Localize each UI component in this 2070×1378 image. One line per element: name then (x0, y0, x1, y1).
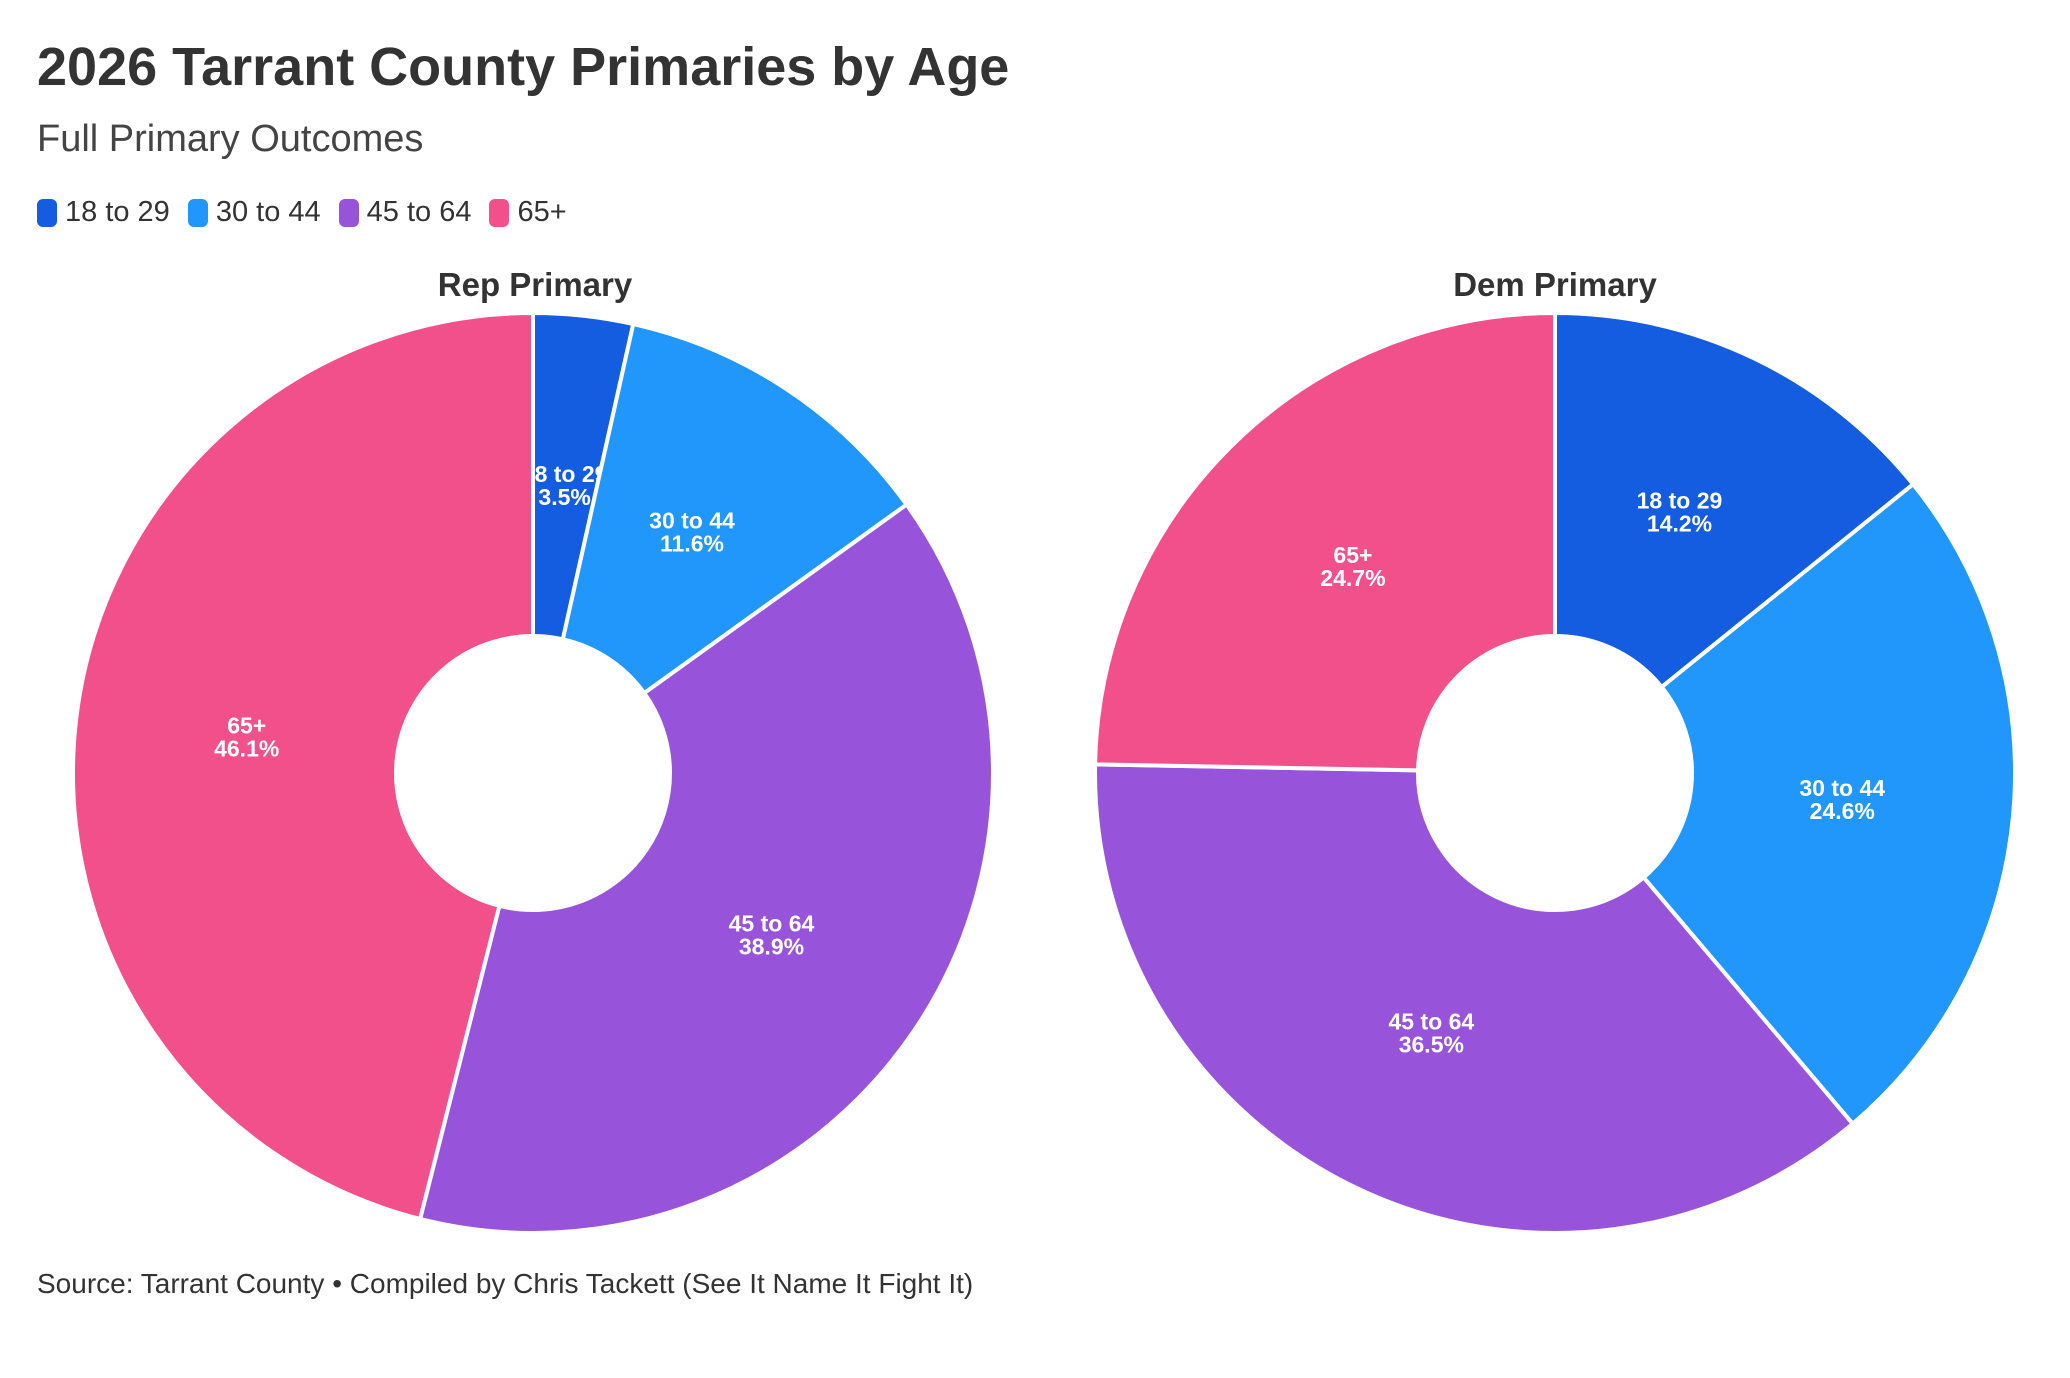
legend-item-45-to-64[interactable]: 45 to 64 (338, 196, 472, 229)
rep-slice-label-30-to-44: 30 to 44 (649, 507, 735, 533)
rep-slice-30-to-44[interactable] (560, 322, 909, 696)
dem-slice-45-to-64[interactable] (1093, 762, 1855, 1235)
rep-slice-value-45-to-64: 38.9% (739, 933, 804, 959)
dem-slice-value-65-plus: 24.7% (1320, 565, 1385, 591)
legend-item-30-to-44[interactable]: 30 to 44 (187, 196, 321, 229)
rep-slice-label-45-to-64: 45 to 64 (729, 910, 815, 936)
rep-slice-value-18-to-29: 3.5% (538, 484, 590, 510)
legend-label: 65+ (517, 196, 567, 228)
dem-slice-30-to-44[interactable] (1641, 482, 2017, 1126)
rep-slice-label-65-plus: 65+ (227, 712, 266, 738)
rep-slice-value-30-to-44: 11.6% (660, 530, 724, 556)
rep-slice-label-18-to-29: 18 to 29 (522, 461, 608, 487)
dem-slice-18-to-29[interactable] (1553, 311, 1916, 690)
dem-slice-value-45-to-64: 36.5% (1399, 1032, 1464, 1058)
dem-slice-label-18-to-29: 18 to 29 (1637, 488, 1723, 514)
rep-slice-45-to-64[interactable] (418, 502, 995, 1235)
source-note: Source: Tarrant County • Compiled by Chr… (37, 1268, 974, 1299)
chart-title: 2026 Tarrant County Primaries by Age (37, 37, 1010, 97)
legend: 18 to 29 30 to 44 45 to 64 65+ (37, 196, 567, 229)
dem-slice-value-18-to-29: 14.2% (1647, 511, 1712, 537)
legend-item-65-plus[interactable]: 65+ (489, 196, 567, 229)
legend-item-18-to-29[interactable]: 18 to 29 (37, 196, 170, 229)
legend-swatch (37, 198, 57, 227)
dem-slice-label-30-to-44: 30 to 44 (1799, 775, 1885, 801)
dem-slice-65-plus[interactable] (1093, 311, 1557, 773)
legend-label: 45 to 64 (366, 196, 472, 228)
rep-primary-title: Rep Primary (437, 266, 633, 303)
legend-label: 30 to 44 (215, 196, 321, 228)
legend-swatch (187, 198, 208, 227)
rep-slice-value-65-plus: 46.1% (214, 735, 279, 761)
chart-subtitle: Full Primary Outcomes (37, 118, 424, 160)
legend-label: 18 to 29 (65, 196, 170, 228)
legend-swatch (338, 198, 359, 227)
dem-slice-label-65-plus: 65+ (1333, 542, 1372, 568)
dem-slice-label-45-to-64: 45 to 64 (1389, 1009, 1475, 1035)
legend-swatch (489, 198, 510, 227)
dem-slice-value-30-to-44: 24.6% (1810, 798, 1875, 824)
dem-primary-title: Dem Primary (1453, 266, 1657, 303)
rep-slice-65-plus[interactable] (71, 311, 535, 1221)
